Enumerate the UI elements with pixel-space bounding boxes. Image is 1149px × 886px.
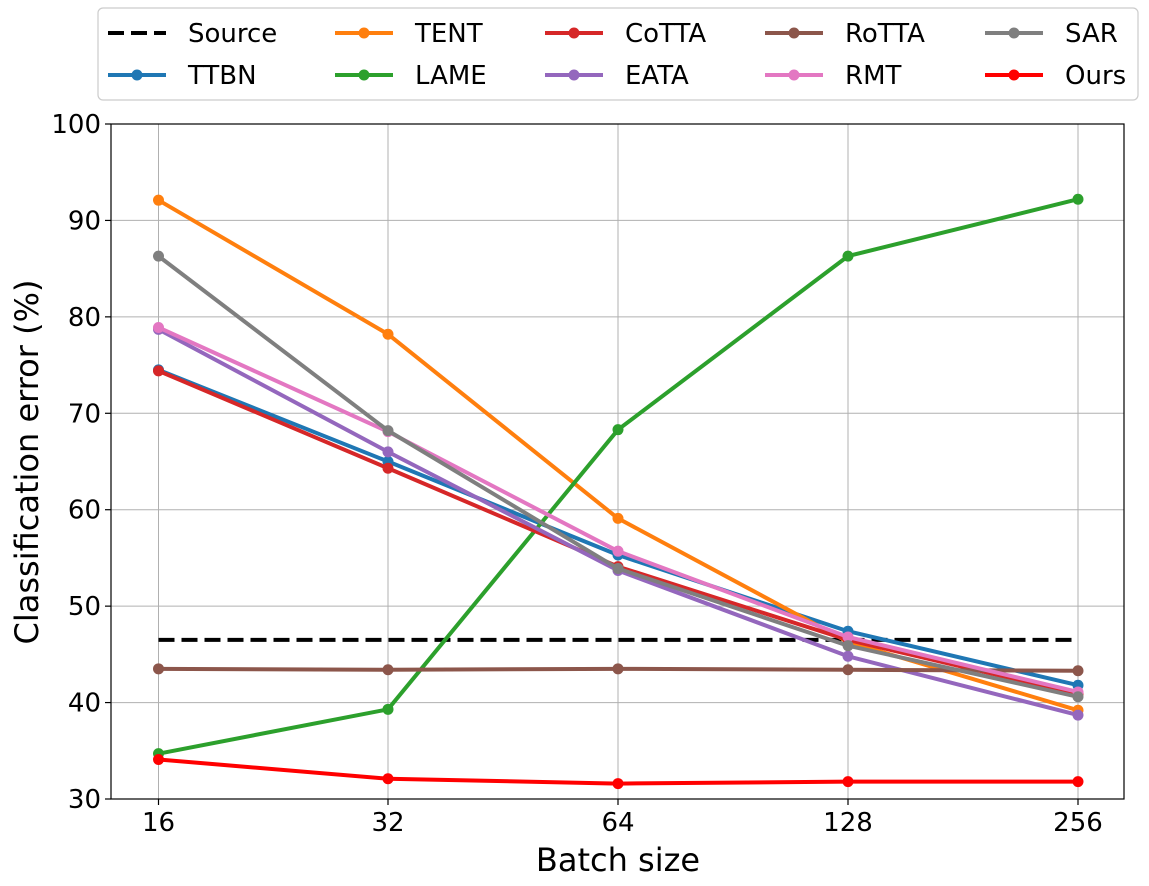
legend-marker-ours <box>1008 69 1020 81</box>
data-point-sar <box>1072 691 1084 703</box>
legend-marker-ttbn <box>131 69 143 81</box>
x-axis-title: Batch size <box>536 841 700 879</box>
legend-marker-sar <box>1008 27 1020 39</box>
x-tick-label: 32 <box>371 808 404 838</box>
y-tick-label: 60 <box>68 496 101 526</box>
ticks-layer: 30 40 50 60 70 80 90 100 16 32 64 128 256 <box>51 110 1102 838</box>
data-point-sar <box>612 563 624 575</box>
data-point-cotta <box>153 365 164 377</box>
data-point-rotta <box>382 664 394 676</box>
legend-marker-rotta <box>788 27 800 39</box>
x-tick-label: 64 <box>601 808 634 838</box>
y-tick-label: 30 <box>68 785 101 815</box>
legend-entry-rotta: RoTTA <box>765 19 925 49</box>
legend-label-rotta: RoTTA <box>845 19 925 49</box>
y-tick-label: 70 <box>68 399 101 429</box>
data-point-rmt <box>842 631 854 643</box>
legend-label-lame: LAME <box>415 61 487 91</box>
data-point-eata <box>842 650 854 662</box>
y-tick-label: 90 <box>68 206 101 236</box>
legend-label-ttbn: TTBN <box>187 61 257 91</box>
data-point-ours <box>612 778 624 790</box>
legend-label-source: Source <box>188 19 277 49</box>
x-tick-label: 16 <box>142 808 175 838</box>
data-point-rmt <box>153 321 164 333</box>
series-ours <box>153 753 1084 790</box>
data-point-sar <box>382 425 394 437</box>
series-sar <box>153 250 1084 703</box>
legend-entry-rmt: RMT <box>765 61 901 91</box>
legend-label-cotta: CoTTA <box>625 19 706 49</box>
legend-entry-sar: SAR <box>985 19 1118 49</box>
legend-entry-cotta: CoTTA <box>545 19 706 49</box>
data-point-tent <box>612 512 624 524</box>
legend-entry-lame: LAME <box>335 61 487 91</box>
legend-marker-rmt <box>788 69 800 81</box>
data-point-ours <box>842 776 854 788</box>
y-tick-label: 50 <box>68 592 101 622</box>
legend-marker-eata <box>568 69 580 81</box>
data-point-rotta <box>612 663 624 675</box>
data-point-rotta <box>842 664 854 676</box>
data-point-eata <box>1072 709 1084 721</box>
data-point-lame <box>382 703 394 715</box>
data-point-ours <box>382 773 394 785</box>
x-tick-label: 256 <box>1053 808 1103 838</box>
series-lame <box>153 193 1084 760</box>
data-point-tent <box>153 194 164 206</box>
legend-marker-lame <box>358 69 370 81</box>
data-point-tent <box>382 328 394 340</box>
legend-entry-source: Source <box>108 19 277 49</box>
series-rotta <box>153 663 1084 677</box>
legend-label-ours: Ours <box>1065 61 1126 91</box>
data-point-rotta <box>153 663 164 675</box>
data-point-sar <box>153 250 164 262</box>
y-tick-label: 100 <box>51 110 101 140</box>
data-point-cotta <box>382 462 394 474</box>
y-tick-label: 40 <box>68 689 101 719</box>
legend-marker-tent <box>358 27 370 39</box>
data-point-eata <box>382 446 394 458</box>
legend-entry-ttbn: TTBN <box>108 61 257 91</box>
legend-entry-tent: TENT <box>335 19 483 49</box>
data-point-lame <box>842 250 854 262</box>
data-point-lame <box>1072 193 1084 205</box>
legend-label-rmt: RMT <box>845 61 901 91</box>
legend-marker-cotta <box>568 27 580 39</box>
data-point-ours <box>153 753 164 765</box>
data-point-rmt <box>612 545 624 557</box>
legend-label-sar: SAR <box>1065 19 1118 49</box>
y-tick-label: 80 <box>68 303 101 333</box>
legend: Source TTBN TENT LAME CoTTA EATA RoTTA RMT SAR Ou… <box>97 7 1139 101</box>
data-point-sar <box>842 640 854 652</box>
series-layer <box>153 193 1084 790</box>
x-tick-label: 128 <box>823 808 873 838</box>
legend-label-tent: TENT <box>414 19 483 49</box>
legend-entry-ours: Ours <box>985 61 1126 91</box>
data-point-ours <box>1072 776 1084 788</box>
data-point-lame <box>612 424 624 436</box>
data-point-rotta <box>1072 665 1084 677</box>
y-axis-title: Classification error (%) <box>8 280 46 645</box>
legend-label-eata: EATA <box>625 61 689 91</box>
legend-entry-eata: EATA <box>545 61 689 91</box>
